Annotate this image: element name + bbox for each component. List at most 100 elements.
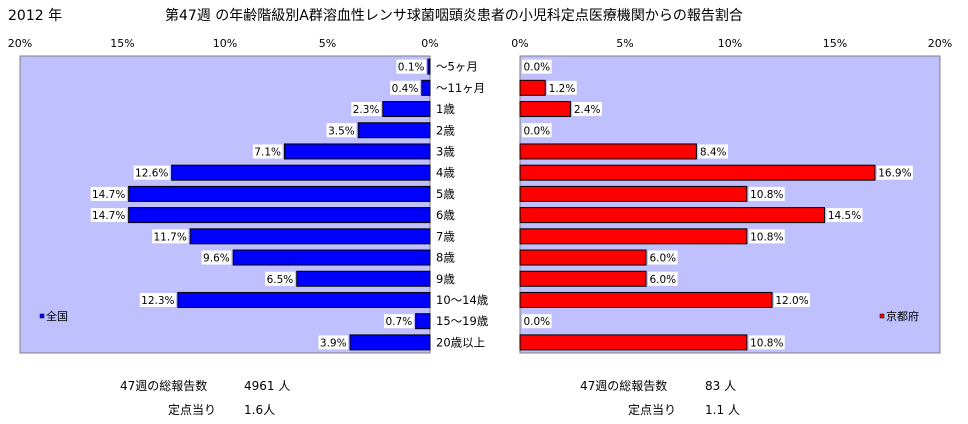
national-data-label: 0.7% [386, 316, 413, 328]
national-bar [128, 207, 431, 224]
national-bar [415, 313, 431, 330]
kyoto-data-label: 6.0% [649, 274, 676, 286]
national-bar [349, 334, 431, 351]
kyoto-legend-label: 京都府 [886, 309, 919, 323]
national-data-label: 11.7% [153, 231, 186, 243]
national-data-label-box [326, 123, 357, 138]
national-data-label: 12.6% [135, 168, 168, 180]
category-label: 15～19歳 [436, 314, 489, 328]
national-data-label: 6.5% [267, 274, 294, 286]
kyoto-data-label-box [748, 335, 785, 350]
kyoto-data-label-box [876, 165, 913, 180]
category-label: 10～14歳 [436, 293, 489, 307]
kyoto-data-label-box [522, 123, 552, 138]
national-legend-swatch [39, 313, 45, 319]
national-data-label: 2.3% [353, 104, 380, 116]
kyoto-bar [519, 143, 697, 160]
national-bar [232, 249, 431, 266]
kyoto-bar [519, 207, 825, 224]
chart-title: 第47週 の年齢階級別A群溶血性レンサ球菌咽頭炎患者の小児科定点医療機関からの報… [165, 8, 743, 24]
kyoto-data-label-box [522, 59, 552, 74]
kyoto-bar [519, 164, 876, 181]
national-plot-area [19, 55, 431, 354]
kyoto-tick-label: 5% [616, 37, 633, 50]
kyoto-bar [519, 79, 546, 96]
national-data-label: 0.1% [398, 62, 425, 74]
kyoto-data-label-box [774, 292, 810, 307]
kyoto-data-label: 0.0% [523, 62, 550, 74]
national-tick-label: 5% [319, 37, 336, 50]
national-total-label: 47週の総報告数 [120, 379, 208, 393]
national-bar [128, 185, 431, 202]
category-label: 5歳 [436, 187, 455, 201]
national-data-label: 3.9% [320, 337, 347, 349]
national-per-label: 定点当り [168, 403, 217, 417]
national-bar [189, 228, 431, 245]
kyoto-data-label-box [748, 186, 785, 201]
category-label: 7歳 [436, 229, 455, 243]
national-bar [171, 164, 431, 181]
national-bar [357, 122, 431, 139]
national-data-label: 7.1% [254, 146, 281, 158]
national-data-label-box [351, 102, 381, 117]
kyoto-bar [519, 101, 571, 118]
kyoto-data-label-box [826, 208, 863, 223]
kyoto-bar [519, 270, 647, 287]
kyoto-data-label: 16.9% [878, 168, 911, 180]
kyoto-bar [519, 334, 748, 351]
kyoto-bar [519, 228, 748, 245]
national-data-label-box [396, 59, 426, 74]
kyoto-data-label: 6.0% [649, 253, 676, 265]
kyoto-data-label-box [648, 250, 678, 265]
national-data-label: 0.4% [392, 83, 419, 95]
national-data-label: 9.6% [203, 253, 230, 265]
kyoto-tick-label: 15% [823, 37, 847, 50]
national-total-value: 4961 人 [244, 379, 291, 393]
kyoto-data-label: 0.0% [523, 125, 550, 137]
category-label: ～5ヶ月 [436, 60, 478, 74]
national-bar [382, 101, 431, 118]
kyoto-data-label-box [522, 314, 552, 329]
national-bar [283, 143, 431, 160]
kyoto-data-label-box [572, 102, 602, 117]
national-per-value: 1.6人 [244, 403, 276, 417]
national-data-label: 3.5% [328, 125, 355, 137]
national-tick-label: 15% [110, 37, 134, 50]
kyoto-bar [519, 249, 647, 266]
category-label: 20歳以上 [436, 335, 485, 349]
kyoto-bar [519, 291, 773, 308]
kyoto-data-label: 10.8% [750, 231, 783, 243]
kyoto-tick-label: 20% [928, 37, 952, 50]
national-data-label: 14.7% [92, 210, 125, 222]
national-data-label: 14.7% [92, 189, 125, 201]
national-bar [296, 270, 431, 287]
national-data-label-box [90, 208, 127, 223]
national-data-label-box [90, 186, 127, 201]
national-data-label: 12.3% [141, 295, 174, 307]
national-data-label-box [139, 292, 176, 307]
national-bar [177, 291, 431, 308]
kyoto-data-label: 12.0% [775, 295, 808, 307]
category-label: 9歳 [436, 272, 455, 286]
kyoto-legend-swatch [879, 313, 885, 319]
category-label: 8歳 [436, 251, 455, 265]
kyoto-tick-label: 0% [511, 37, 528, 50]
kyoto-data-label-box [547, 80, 577, 95]
category-label: 3歳 [436, 144, 455, 158]
kyoto-tick-label: 10% [718, 37, 742, 50]
kyoto-data-label: 0.0% [523, 316, 550, 328]
kyoto-data-label: 1.2% [549, 83, 576, 95]
national-data-label-box [390, 80, 420, 95]
national-data-label-box [318, 335, 349, 350]
category-label: 2歳 [436, 123, 455, 137]
category-label: 1歳 [436, 102, 455, 116]
kyoto-per-label: 定点当り [628, 403, 677, 417]
category-label: 6歳 [436, 208, 455, 222]
kyoto-plot-area [519, 55, 941, 354]
national-data-label-box [384, 314, 414, 329]
national-data-label-box [252, 144, 283, 159]
national-data-label-box [152, 229, 189, 244]
kyoto-total-value: 83 人 [705, 379, 737, 393]
national-data-label-box [133, 165, 170, 180]
